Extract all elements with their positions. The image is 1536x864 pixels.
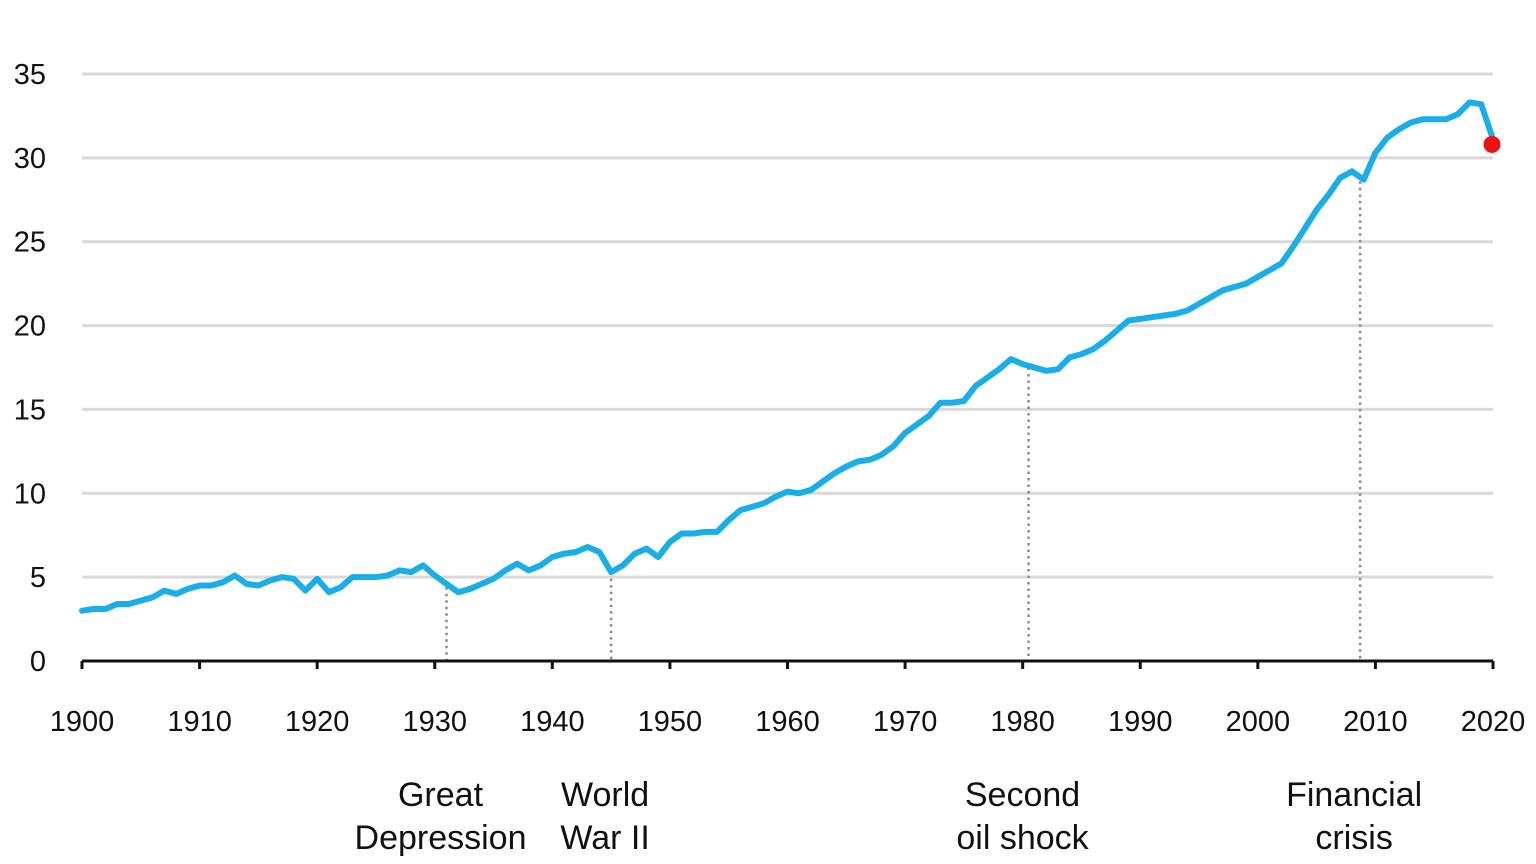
event-label-1-line-1: War II [560,819,649,857]
x-tick-label-2010: 2010 [1343,706,1408,738]
x-tick-label-1940: 1940 [520,706,585,738]
series-line-0 [79,99,1496,614]
highlight-point [1483,135,1501,153]
event-label-1-line-0: World [561,776,649,814]
event-label-0-line-1: Depression [355,819,527,857]
event-label-3-line-0: Financial [1286,776,1422,814]
x-tick-label-2020: 2020 [1461,706,1526,738]
y-tick-label-25: 25 [14,227,46,259]
event-label-2-line-0: Second [965,776,1080,814]
x-tick-label-1990: 1990 [1108,706,1173,738]
event-label-0-line-0: Great [398,776,484,814]
y-tick-label-30: 30 [14,143,46,175]
event-marker-lines [445,181,1362,661]
x-tick-label-2000: 2000 [1226,706,1291,738]
y-tick-label-10: 10 [14,478,46,510]
y-tick-label-0: 0 [30,646,46,678]
event-label-3-line-1: crisis [1315,819,1392,857]
y-tick-label-20: 20 [14,311,46,343]
x-axis-tick-labels: 1900 1910 1920 1930 1940 1950 1960 1970 1980 1990… [50,706,1526,738]
x-tick-label-1980: 1980 [990,706,1055,738]
event-annotations: Great Depression World War II Second oil shoc… [355,776,1423,857]
x-tick-label-1930: 1930 [402,706,467,738]
y-tick-label-5: 5 [30,562,46,594]
series-layer [79,99,1501,614]
gridlines [82,72,1493,579]
x-tick-label-1970: 1970 [873,706,938,738]
x-tick-label-1900: 1900 [50,706,115,738]
y-tick-label-35: 35 [14,59,46,91]
y-tick-label-15: 15 [14,394,46,426]
x-tick-label-1920: 1920 [285,706,350,738]
x-axis [80,659,1495,669]
y-axis-tick-labels: 0 5 10 15 20 25 30 35 [14,59,46,678]
x-tick-label-1910: 1910 [167,706,232,738]
x-tick-label-1960: 1960 [755,706,820,738]
x-tick-label-1950: 1950 [638,706,703,738]
event-label-2-line-1: oil shock [956,819,1089,857]
